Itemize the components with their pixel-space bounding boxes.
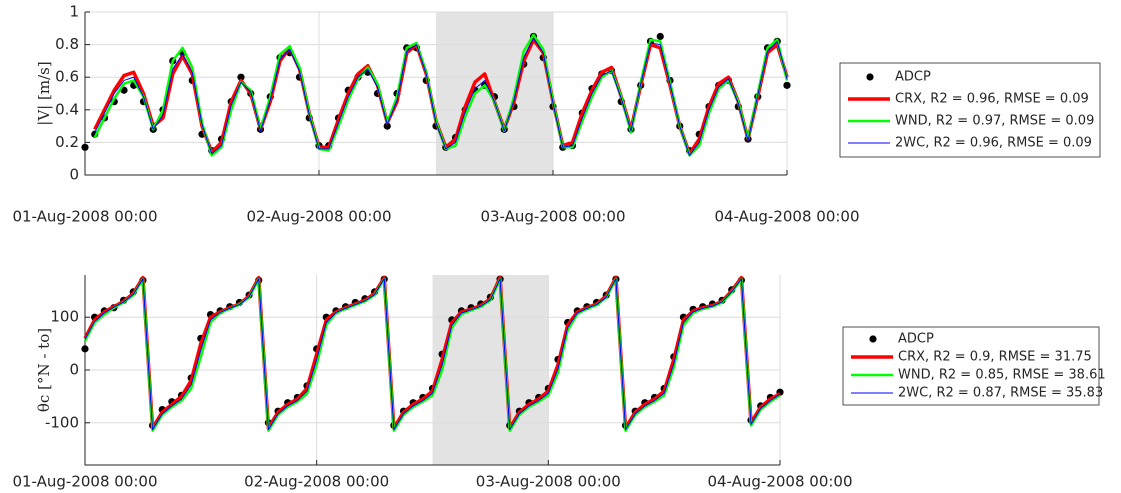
x-tick-label: 01-Aug-2008 00:00	[12, 208, 157, 226]
legend-label: 2WC, R2 = 0.87, RMSE = 35.83	[898, 386, 1103, 401]
legend-box	[842, 326, 1100, 406]
y-tick-label: -100	[45, 413, 79, 431]
y-axis-label: |V| [m/s]	[35, 61, 53, 125]
axis-line	[84, 12, 787, 176]
legend-marker	[869, 335, 877, 343]
series-line	[83, 275, 781, 430]
legend-label: CRX, R2 = 0.96, RMSE = 0.09	[895, 92, 1089, 107]
y-tick-label: 100	[50, 308, 79, 326]
series-line	[83, 277, 781, 432]
x-tick-label: 02-Aug-2008 00:00	[244, 473, 389, 491]
x-tick-label: 03-Aug-2008 00:00	[476, 473, 621, 491]
legend-label: CRX, R2 = 0.9, RMSE = 31.75	[898, 350, 1092, 365]
legend-label: ADCP	[898, 332, 934, 347]
y-tick-label: 0.6	[55, 68, 79, 86]
legend-label: WND, R2 = 0.85, RMSE = 38.61	[898, 368, 1106, 383]
x-tick-label: 03-Aug-2008 00:00	[480, 208, 625, 226]
y-tick-label: 0.8	[55, 35, 79, 53]
y-tick-label: 0.2	[55, 133, 79, 151]
legend-label: ADCP	[895, 70, 931, 85]
x-tick-label: 01-Aug-2008 00:00	[12, 473, 157, 491]
y-tick-label: 0.4	[55, 100, 79, 118]
series-line	[94, 37, 788, 156]
data-point	[783, 81, 791, 89]
legend-label: WND, R2 = 0.97, RMSE = 0.09	[895, 114, 1094, 129]
legend-marker	[866, 73, 874, 81]
legend-box	[839, 62, 1101, 158]
data-point	[383, 122, 391, 130]
x-tick-label: 02-Aug-2008 00:00	[246, 208, 391, 226]
data-point	[656, 32, 664, 41]
data-point	[81, 143, 89, 151]
legend-label: 2WC, R2 = 0.96, RMSE = 0.09	[895, 136, 1092, 151]
x-tick-label: 04-Aug-2008 00:00	[707, 473, 852, 491]
x-tick-label: 04-Aug-2008 00:00	[714, 208, 859, 226]
y-tick-label: 0	[69, 361, 79, 379]
data-point	[237, 73, 245, 81]
y-tick-label: 1	[69, 3, 79, 21]
y-tick-label: 0	[69, 166, 79, 184]
data-point	[81, 345, 89, 353]
y-axis-label: θc [°N - to]	[35, 328, 53, 412]
series-line	[84, 278, 781, 431]
